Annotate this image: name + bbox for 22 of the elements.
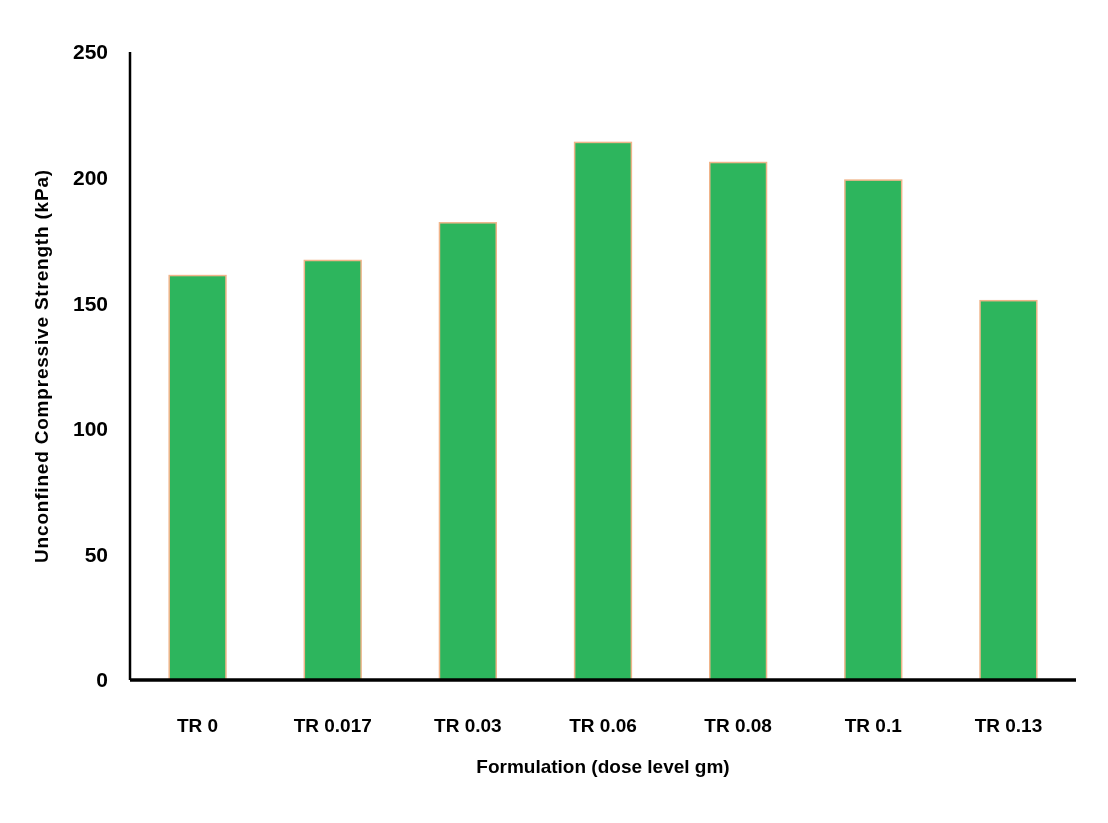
y-tick-label: 100 (72, 417, 108, 441)
bar (303, 259, 362, 681)
y-tick-label: 0 (96, 668, 108, 692)
x-tick-label: TR 0 (176, 715, 219, 736)
bar (438, 222, 497, 681)
y-tick-label: 250 (72, 40, 108, 64)
x-axis-title: Formulation (dose level gm) (476, 756, 730, 777)
bar (979, 299, 1038, 681)
y-tick-label: 200 (72, 165, 108, 189)
y-tick-label: 50 (84, 542, 108, 566)
x-tick-label: TR 0.03 (434, 715, 502, 736)
bar (168, 274, 227, 681)
bar (573, 141, 633, 681)
y-axis-title: Unconfined Compressive Strength (kPa) (31, 169, 52, 563)
x-tick-label: TR 0.1 (844, 715, 903, 736)
x-tick-label: TR 0.13 (974, 715, 1043, 736)
bar (709, 161, 768, 681)
bar (844, 179, 903, 681)
x-tick-label: TR 0.017 (293, 715, 372, 736)
y-tick-label: 150 (72, 291, 108, 315)
x-tick-label: TR 0.08 (704, 715, 772, 736)
x-tick-label: TR 0.06 (569, 715, 637, 736)
